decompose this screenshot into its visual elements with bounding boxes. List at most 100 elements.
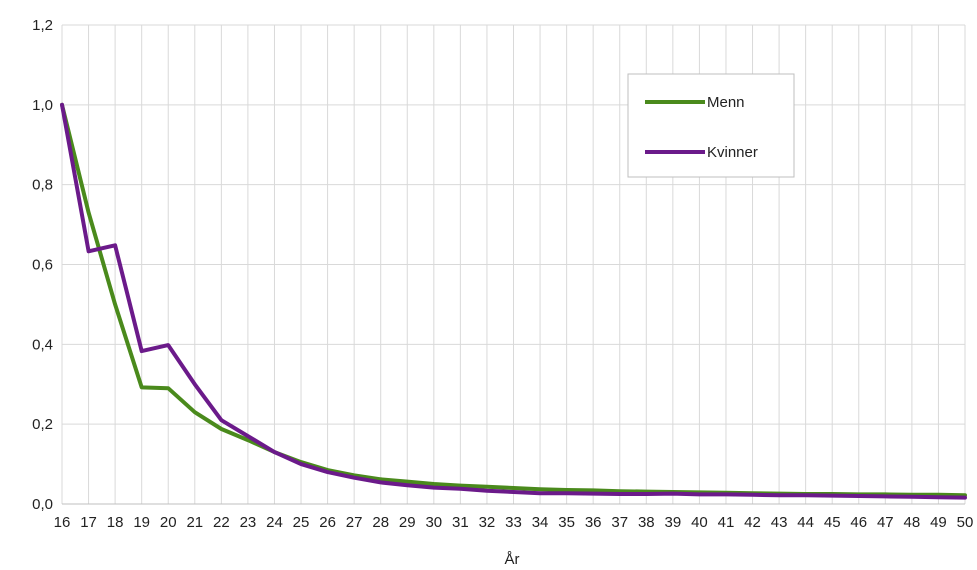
- chart-grid: [61, 24, 966, 505]
- x-tick-label: 22: [213, 514, 230, 531]
- data-point-kvinner: [566, 492, 568, 494]
- x-tick-label: 25: [293, 514, 310, 531]
- data-point-kvinner: [220, 419, 222, 421]
- x-tick-label: 45: [824, 514, 841, 531]
- x-tick-label: 39: [665, 514, 682, 531]
- x-tick-label: 43: [771, 514, 788, 531]
- data-point-kvinner: [167, 344, 169, 346]
- data-point-menn: [247, 439, 249, 441]
- x-tick-label: 46: [850, 514, 867, 531]
- data-point-kvinner: [61, 104, 63, 106]
- x-tick-label: 17: [80, 514, 97, 531]
- data-point-menn: [937, 494, 940, 496]
- data-point-kvinner: [964, 497, 966, 499]
- x-tick-label: 27: [346, 514, 363, 531]
- data-point-kvinner: [805, 494, 807, 496]
- data-point-kvinner: [380, 481, 382, 484]
- x-axis-label: År: [505, 551, 520, 568]
- x-tick-label: 47: [877, 514, 894, 531]
- data-point-kvinner: [194, 383, 196, 385]
- data-point-kvinner: [87, 250, 90, 252]
- data-point-kvinner: [512, 491, 515, 493]
- data-point-menn: [645, 491, 647, 493]
- x-tick-label: 36: [585, 514, 602, 531]
- x-tick-label: 23: [240, 514, 257, 531]
- y-tick-label: 0,0: [32, 496, 53, 513]
- data-point-menn: [194, 411, 196, 413]
- data-point-menn: [539, 488, 541, 490]
- x-tick-label: 42: [744, 514, 761, 531]
- data-point-menn: [141, 386, 143, 389]
- x-axis-ticks: 16 17 18 19 20 21 22 23 24 25 26 27 28 29 30 31 32 33 34 35…: [54, 514, 974, 531]
- x-tick-label: 50: [957, 514, 974, 531]
- data-point-menn: [619, 490, 621, 492]
- x-tick-label: 40: [691, 514, 708, 531]
- data-point-kvinner: [486, 490, 488, 492]
- data-point-kvinner: [592, 493, 594, 495]
- x-tick-label: 44: [797, 514, 814, 531]
- y-axis-ticks: 0,0 0,2 0,4 0,6 0,8 1,0 1,2: [32, 17, 53, 513]
- data-point-kvinner: [751, 494, 754, 496]
- y-tick-label: 0,6: [32, 257, 53, 274]
- data-point-kvinner: [937, 496, 940, 498]
- data-point-menn: [592, 489, 594, 492]
- x-tick-label: 41: [718, 514, 735, 531]
- legend-label-menn: Menn: [707, 94, 745, 111]
- chart-legend: Menn Kvinner: [627, 73, 795, 178]
- data-point-menn: [353, 474, 355, 476]
- data-point-menn: [167, 387, 169, 389]
- data-point-menn: [964, 494, 966, 496]
- data-point-kvinner: [831, 495, 833, 497]
- data-point-kvinner: [619, 493, 621, 495]
- x-tick-label: 29: [399, 514, 416, 531]
- data-point-kvinner: [406, 484, 408, 486]
- data-point-kvinner: [778, 494, 780, 496]
- y-tick-label: 1,0: [32, 97, 53, 114]
- data-point-kvinner: [114, 244, 116, 246]
- data-point-kvinner: [539, 492, 541, 494]
- legend-label-kvinner: Kvinner: [707, 144, 758, 161]
- x-tick-label: 49: [930, 514, 947, 531]
- x-tick-label: 33: [505, 514, 522, 531]
- data-point-kvinner: [353, 477, 355, 479]
- data-point-menn: [114, 303, 116, 306]
- x-tick-label: 16: [54, 514, 71, 531]
- x-tick-label: 21: [186, 514, 203, 531]
- x-tick-label: 35: [558, 514, 575, 531]
- data-point-menn: [406, 481, 408, 483]
- data-point-kvinner: [725, 493, 727, 496]
- data-point-menn: [459, 485, 461, 487]
- data-point-kvinner: [433, 487, 435, 489]
- x-tick-label: 31: [452, 514, 469, 531]
- data-point-menn: [512, 487, 515, 489]
- y-tick-label: 0,4: [32, 336, 53, 353]
- data-point-kvinner: [247, 435, 249, 437]
- x-tick-label: 28: [372, 514, 389, 531]
- data-point-kvinner: [884, 495, 886, 498]
- x-tick-label: 34: [532, 514, 549, 531]
- data-point-kvinner: [645, 493, 647, 495]
- data-point-kvinner: [672, 493, 674, 495]
- x-tick-label: 30: [425, 514, 442, 531]
- y-tick-label: 0,2: [32, 416, 53, 433]
- x-tick-label: 37: [611, 514, 628, 531]
- data-point-kvinner: [459, 488, 461, 490]
- x-tick-label: 32: [479, 514, 496, 531]
- y-tick-label: 1,2: [32, 17, 53, 34]
- data-point-menn: [566, 489, 568, 491]
- data-point-kvinner: [858, 495, 860, 497]
- data-point-menn: [220, 428, 222, 430]
- y-tick-label: 0,8: [32, 177, 53, 194]
- data-point-menn: [486, 486, 488, 488]
- data-point-kvinner: [326, 471, 329, 473]
- x-tick-label: 19: [133, 514, 150, 531]
- series-lines: [60, 102, 967, 500]
- data-point-menn: [433, 483, 435, 485]
- x-tick-label: 48: [904, 514, 921, 531]
- legend-box: [627, 73, 795, 178]
- x-tick-label: 18: [107, 514, 124, 531]
- data-point-kvinner: [698, 493, 701, 496]
- x-tick-label: 24: [266, 514, 283, 531]
- data-point-menn: [87, 212, 90, 214]
